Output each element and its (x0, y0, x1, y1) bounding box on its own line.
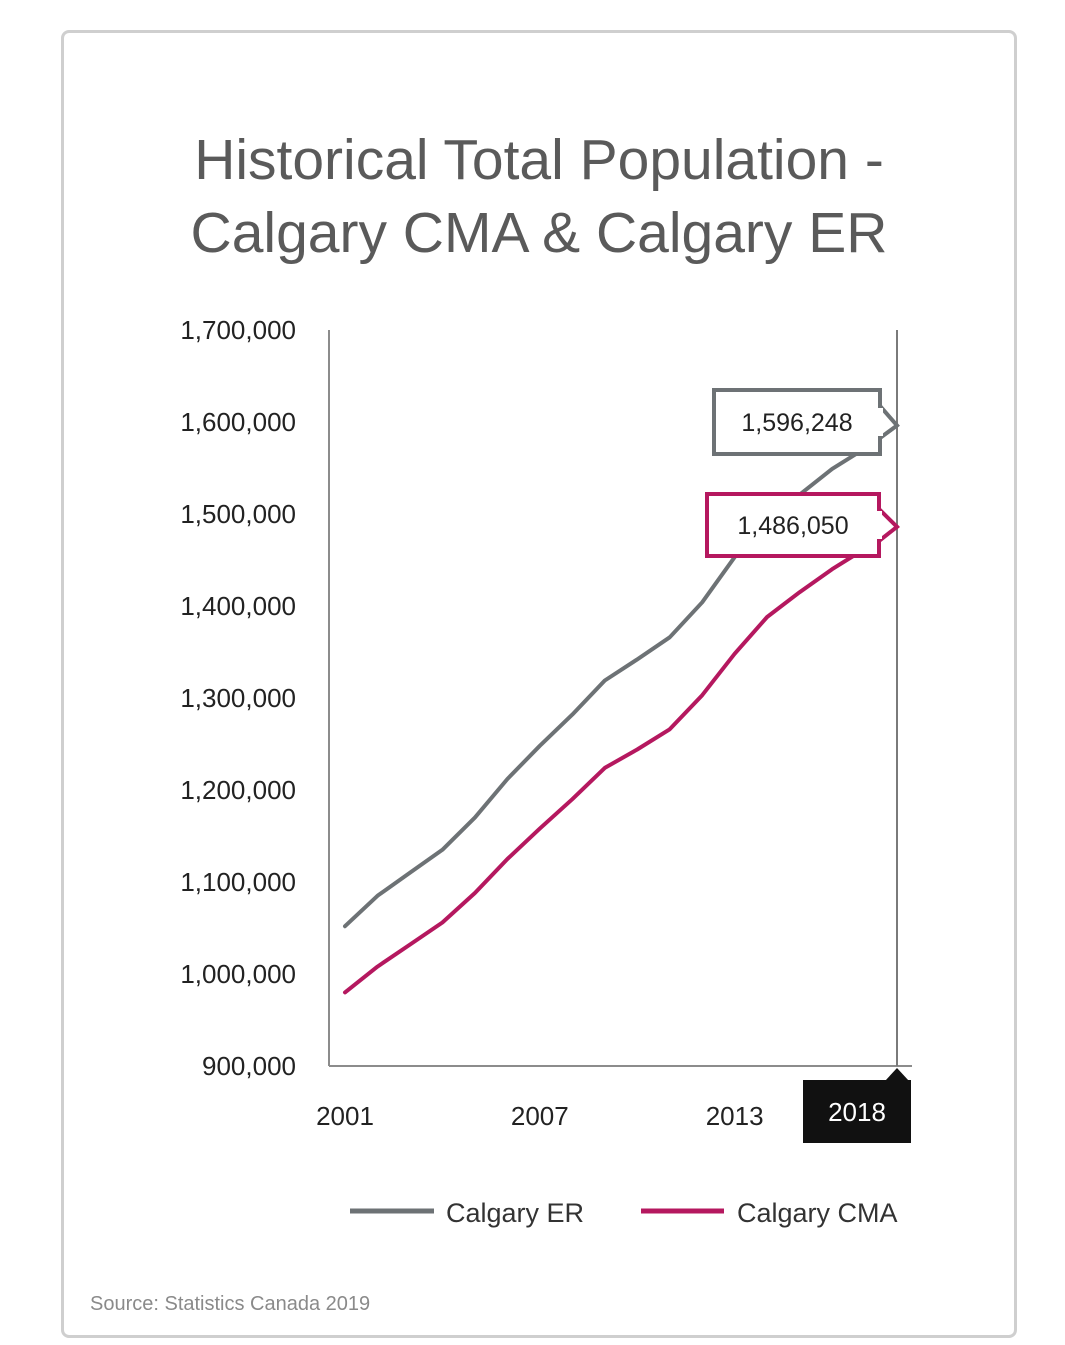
x-tick-label: 2001 (316, 1101, 374, 1131)
chart-title: Historical Total Population - Calgary CM… (61, 124, 1017, 270)
callout-joint-calgary-cma (876, 511, 882, 539)
x-highlight-box (803, 1080, 911, 1143)
callout-box-calgary-cma (705, 492, 881, 558)
chart-title-line-1: Historical Total Population - (194, 128, 884, 192)
source-note: Source: Statistics Canada 2019 (90, 1293, 371, 1315)
chart-title-line-2: Calgary CMA & Calgary ER (190, 201, 888, 265)
x-tick-label: 2013 (706, 1101, 764, 1131)
x-tick-label: 2007 (511, 1101, 569, 1131)
x-tick-label-highlighted: 2018 (828, 1097, 886, 1127)
callout-box-calgary-er (712, 388, 882, 456)
callout-label-calgary-er: 1,596,248 (741, 409, 852, 437)
y-tick-label: 1,700,000 (180, 315, 296, 345)
x-highlight-pointer (885, 1068, 909, 1081)
y-tick-label: 1,200,000 (180, 775, 296, 805)
series-line-calgary-er (343, 423, 899, 929)
y-tick-label: 1,000,000 (180, 959, 296, 989)
y-tick-label: 1,100,000 (180, 867, 296, 897)
legend-label-calgary-cma: Calgary CMA (737, 1198, 898, 1228)
y-tick-label: 1,300,000 (180, 683, 296, 713)
callout-joint-calgary-er (877, 408, 883, 436)
y-tick-label: 1,400,000 (180, 591, 296, 621)
callout-label-calgary-cma: 1,486,050 (737, 512, 848, 540)
y-tick-label: 1,600,000 (180, 407, 296, 437)
y-tick-label: 1,500,000 (180, 499, 296, 529)
y-tick-label: 900,000 (202, 1051, 296, 1081)
series-line-calgary-cma (343, 524, 899, 995)
legend-label-calgary-er: Calgary ER (446, 1198, 584, 1228)
